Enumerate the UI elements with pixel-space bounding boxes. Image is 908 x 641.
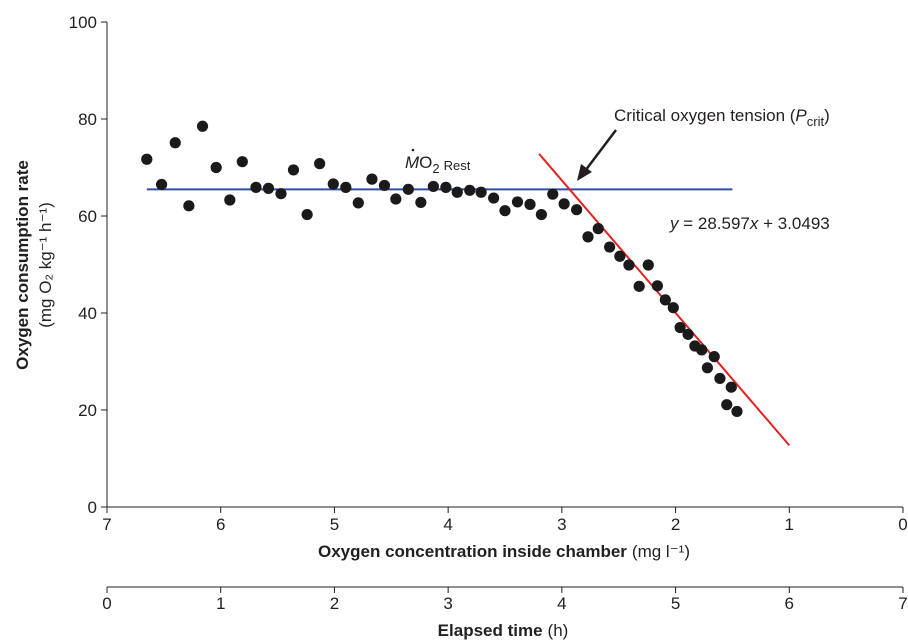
data-point bbox=[275, 188, 287, 200]
x2-tick-label: 3 bbox=[443, 594, 452, 613]
data-point bbox=[402, 183, 414, 195]
data-point bbox=[169, 137, 181, 149]
data-point bbox=[427, 180, 439, 193]
data-point bbox=[141, 153, 153, 165]
data-point bbox=[327, 178, 339, 190]
data-point bbox=[721, 399, 733, 411]
data-point bbox=[352, 197, 364, 209]
data-point bbox=[236, 156, 248, 168]
data-point bbox=[287, 164, 300, 176]
x-tick-label: 4 bbox=[443, 515, 452, 534]
data-point bbox=[415, 196, 427, 209]
data-point bbox=[659, 294, 671, 306]
data-point bbox=[614, 250, 626, 262]
y-tick-label: 80 bbox=[78, 110, 97, 129]
fit-lines bbox=[146, 153, 791, 447]
x2-axis-title: Elapsed time (h) bbox=[438, 621, 569, 640]
data-point bbox=[314, 158, 326, 170]
data-point bbox=[642, 259, 654, 271]
x-tick-label: 7 bbox=[102, 515, 111, 534]
data-point bbox=[547, 188, 559, 200]
x-tick-label: 5 bbox=[330, 515, 339, 534]
data-point bbox=[674, 321, 686, 334]
data-point bbox=[696, 344, 708, 356]
data-point bbox=[301, 208, 313, 221]
x2-tick-label: 2 bbox=[330, 594, 339, 613]
x-tick-label: 1 bbox=[785, 515, 794, 534]
x2-tick-label: 1 bbox=[216, 594, 225, 613]
data-point bbox=[592, 223, 604, 235]
x2-tick-label: 0 bbox=[102, 594, 111, 613]
y-axis-units: (mg O₂ kg⁻¹ h⁻¹) bbox=[36, 202, 55, 328]
y-axis-title: Oxygen consumption rate bbox=[13, 160, 32, 370]
data-point bbox=[340, 181, 352, 193]
x-tick-label: 0 bbox=[898, 515, 907, 534]
regression-equation: y = 28.597x + 3.0493 bbox=[669, 214, 830, 233]
data-point bbox=[210, 161, 222, 174]
data-point bbox=[511, 196, 524, 208]
y-tick-label: 0 bbox=[88, 498, 97, 517]
data-point bbox=[701, 362, 714, 374]
mo2-dot-accent bbox=[411, 148, 415, 152]
data-point bbox=[499, 205, 511, 217]
x2-tick-label: 6 bbox=[785, 594, 794, 613]
crit-label: Critical oxygen tension (Pcrit) bbox=[614, 106, 830, 129]
data-point bbox=[524, 198, 536, 210]
x-tick-label: 6 bbox=[216, 515, 225, 534]
y-ticks: 0 20 40 60 80 100 bbox=[69, 13, 107, 517]
y-tick-label: 60 bbox=[78, 207, 97, 226]
mo2-rest-label: MO2 Rest bbox=[405, 153, 471, 176]
data-point bbox=[366, 173, 378, 185]
data-point bbox=[451, 186, 463, 198]
data-point bbox=[558, 198, 570, 210]
data-point bbox=[571, 204, 583, 216]
y-tick-label: 100 bbox=[69, 13, 97, 32]
data-point bbox=[582, 231, 594, 243]
data-point bbox=[155, 178, 168, 191]
data-point bbox=[535, 208, 547, 221]
y-tick-label: 20 bbox=[78, 401, 97, 420]
data-point bbox=[475, 186, 487, 198]
data-point bbox=[604, 241, 616, 253]
data-points bbox=[141, 120, 743, 418]
crit-arrow bbox=[577, 129, 617, 181]
x-axis-title: Oxygen concentration inside chamber (mg l… bbox=[318, 542, 690, 561]
data-point bbox=[250, 181, 262, 193]
data-point bbox=[440, 181, 452, 193]
data-point bbox=[731, 405, 743, 418]
data-point bbox=[725, 381, 737, 393]
data-point bbox=[633, 280, 645, 292]
data-point bbox=[183, 200, 195, 212]
y-tick-label: 40 bbox=[78, 304, 97, 323]
data-point bbox=[714, 372, 726, 385]
data-point bbox=[390, 193, 402, 205]
x-tick-label: 3 bbox=[557, 515, 566, 534]
data-point bbox=[667, 302, 679, 314]
data-point bbox=[682, 328, 694, 340]
x2-tick-label: 4 bbox=[557, 594, 566, 613]
data-point bbox=[464, 184, 476, 196]
x2-tick-label: 7 bbox=[898, 594, 907, 613]
data-point bbox=[651, 280, 663, 292]
x2-tick-label: 5 bbox=[671, 594, 680, 613]
data-point bbox=[623, 259, 635, 271]
data-point bbox=[708, 351, 720, 363]
x2-ticks: 0 1 2 3 4 5 6 7 bbox=[102, 587, 908, 613]
x-tick-label: 2 bbox=[671, 515, 680, 534]
x-ticks: 7 6 5 4 3 2 1 0 bbox=[102, 507, 908, 534]
data-point bbox=[224, 194, 236, 206]
data-point bbox=[378, 179, 391, 192]
data-point bbox=[488, 192, 500, 204]
data-point bbox=[196, 120, 209, 132]
data-point bbox=[262, 182, 275, 194]
